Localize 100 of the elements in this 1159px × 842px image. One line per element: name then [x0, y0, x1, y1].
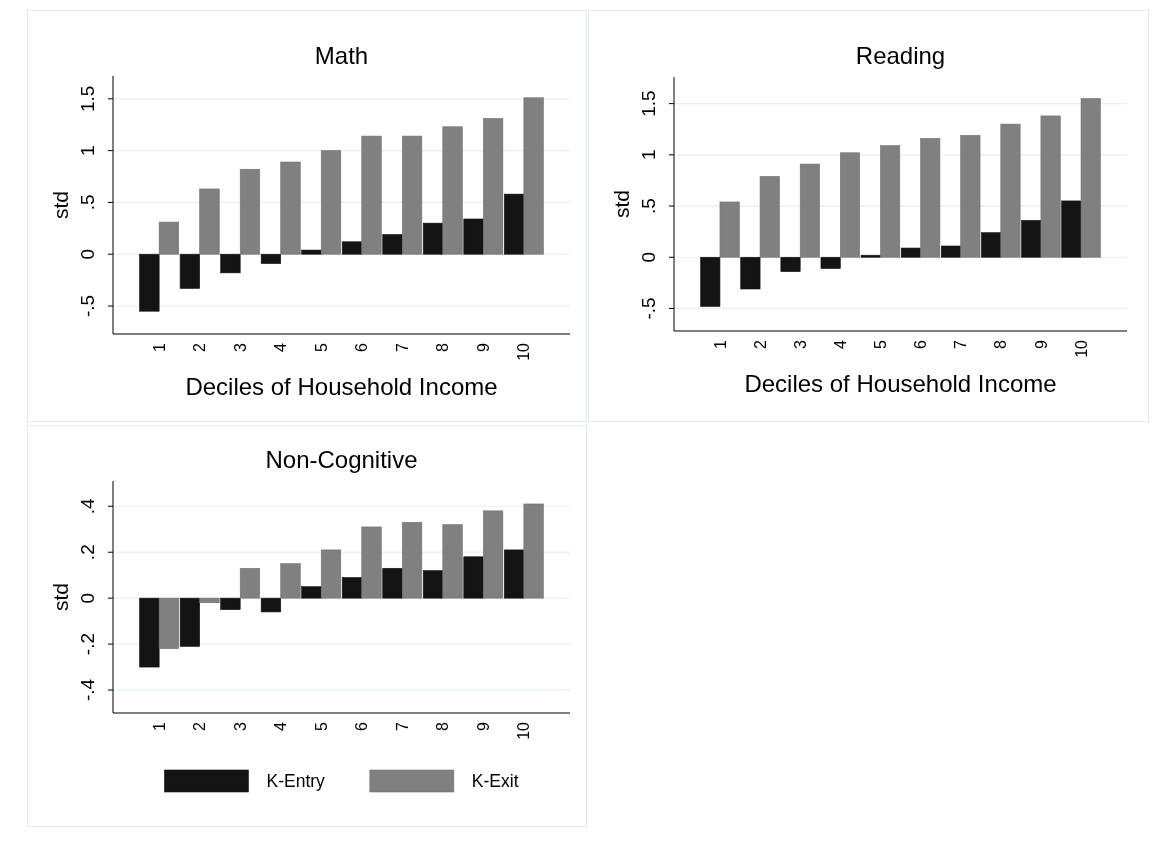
x-tick-label: 9	[1032, 339, 1050, 349]
y-tick-label: -.5	[77, 294, 98, 318]
x-tick-label: 5	[312, 342, 330, 352]
bar	[280, 563, 301, 599]
x-tick-label: 8	[434, 342, 452, 352]
y-axis-title: std	[49, 190, 72, 220]
x-tick-label: 6	[912, 339, 930, 349]
bar	[799, 163, 820, 258]
bar	[483, 118, 504, 255]
y-tick-label: -.2	[77, 633, 98, 656]
bar	[463, 556, 484, 599]
bar	[301, 249, 322, 255]
bar	[239, 168, 261, 255]
bar	[740, 256, 761, 290]
bar	[759, 176, 780, 258]
x-tick-label: 1	[711, 339, 729, 349]
bar	[341, 577, 363, 599]
bar	[523, 503, 544, 599]
x-tick-label: 3	[231, 721, 249, 731]
bar	[361, 135, 382, 255]
x-tick-label: 1	[150, 342, 168, 352]
bar	[139, 253, 160, 312]
bar	[920, 138, 941, 258]
bar	[1061, 200, 1082, 258]
x-tick-label: 10	[1072, 339, 1090, 358]
y-tick-label: -.4	[77, 678, 98, 702]
x-tick-label: 2	[751, 339, 769, 349]
y-tick-label: 0	[77, 592, 98, 604]
bar	[179, 597, 200, 647]
x-tick-label: 3	[791, 339, 809, 349]
bar	[504, 193, 525, 255]
bar	[960, 135, 981, 258]
bar	[900, 247, 921, 258]
bar	[422, 570, 444, 599]
bar	[463, 218, 484, 255]
bar	[504, 549, 525, 599]
bar	[301, 586, 322, 599]
x-tick-label: 9	[474, 342, 492, 352]
bar	[199, 597, 220, 604]
bar	[139, 597, 160, 668]
y-axis-title: std	[610, 189, 633, 219]
bar	[401, 135, 423, 255]
y-tick-label: 1	[77, 145, 98, 156]
x-tick-label: 4	[272, 342, 290, 352]
bar	[442, 126, 463, 255]
chart-title: Non-Cognitive	[265, 446, 418, 473]
bar	[941, 245, 961, 258]
bar	[820, 256, 841, 269]
x-tick-label: 8	[434, 721, 452, 731]
bar	[1000, 123, 1021, 258]
bar	[361, 526, 382, 599]
x-tick-label: 7	[393, 342, 411, 352]
x-axis-title: Deciles of Household Income	[744, 370, 1057, 397]
bar	[860, 254, 881, 258]
x-tick-label: 2	[191, 342, 209, 352]
bar	[158, 597, 179, 649]
y-tick-label: 1	[638, 149, 659, 161]
bar	[320, 549, 342, 599]
bar	[700, 256, 721, 307]
bar	[1080, 98, 1101, 258]
bar	[320, 150, 342, 255]
x-tick-label: 10	[515, 721, 533, 740]
bar	[220, 253, 241, 274]
bar	[382, 234, 403, 255]
bar	[260, 253, 282, 264]
bar	[1040, 115, 1061, 258]
chart-title: Math	[314, 42, 369, 69]
x-axis-title: Deciles of Household Income	[185, 373, 498, 400]
x-tick-label: 6	[353, 342, 371, 352]
x-tick-label: 7	[393, 721, 411, 731]
bar	[880, 145, 901, 258]
y-tick-label: 0	[77, 248, 98, 260]
x-tick-label: 1	[150, 721, 168, 731]
bar	[422, 222, 444, 255]
y-tick-label: 1.5	[638, 90, 659, 117]
bar	[382, 567, 403, 599]
y-axis-title: std	[49, 582, 72, 612]
y-tick-label: 0	[638, 251, 659, 263]
x-tick-label: 3	[231, 342, 249, 352]
bar	[199, 188, 220, 255]
x-tick-label: 5	[872, 339, 890, 349]
bar	[158, 221, 179, 255]
x-tick-label: 5	[312, 721, 330, 731]
y-tick-label: .5	[638, 198, 659, 214]
bar	[401, 522, 423, 599]
bar	[260, 597, 282, 613]
legend-label: K-Exit	[471, 771, 519, 792]
x-tick-label: 10	[515, 342, 533, 361]
bar	[341, 241, 363, 255]
x-tick-label: 6	[353, 721, 371, 731]
bar	[981, 232, 1002, 258]
y-tick-label: .4	[77, 497, 98, 515]
bar	[483, 510, 504, 599]
bar	[442, 524, 463, 599]
bar	[239, 567, 261, 599]
bar	[1021, 220, 1042, 258]
x-tick-label: 4	[272, 721, 290, 731]
chart-title: Reading	[855, 42, 946, 69]
x-tick-label: 7	[952, 339, 970, 349]
bar	[780, 256, 801, 272]
